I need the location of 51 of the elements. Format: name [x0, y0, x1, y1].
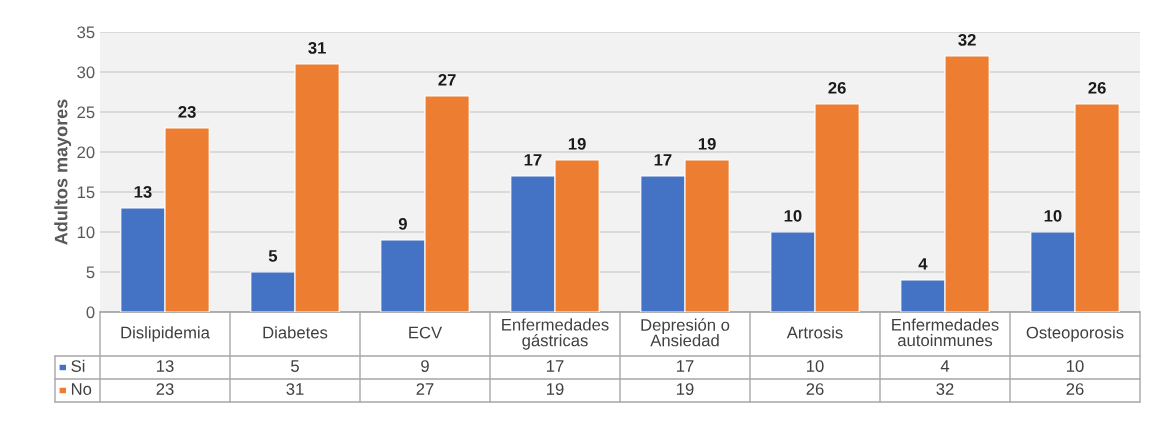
text: 26	[806, 383, 824, 395]
data-label: 17	[654, 154, 672, 166]
y-tick-label: 15	[77, 186, 95, 199]
y-tick-label: 5	[86, 266, 95, 279]
text: 10	[1067, 360, 1084, 372]
text: 31	[286, 383, 304, 395]
data-label: 13	[134, 185, 152, 198]
data-label: 26	[1088, 81, 1106, 94]
y-tick-label: 0	[86, 306, 95, 319]
text: 23	[156, 383, 174, 395]
data-label: 26	[828, 81, 846, 94]
data-label: 10	[784, 209, 802, 222]
data-label: 4	[918, 258, 928, 270]
x-tick-label: Depresión o Ansiedad	[641, 318, 730, 347]
x-tick-label: Diabetes	[263, 326, 328, 339]
y-tick-label: 35	[77, 26, 95, 39]
y-tick-label: 20	[77, 146, 95, 159]
data-label: 5	[268, 250, 278, 262]
data-label: 23	[178, 105, 196, 118]
text: 17	[677, 360, 694, 372]
x-tick-label: Enfermedades gástricas	[502, 318, 609, 350]
data-label: 19	[568, 137, 586, 150]
x-tick-label: Artrosis	[786, 326, 843, 339]
y-tick-label: 25	[77, 106, 95, 119]
text: 9	[421, 360, 429, 372]
text: 17	[547, 360, 564, 372]
text: 19	[677, 383, 694, 395]
text: 5	[291, 360, 299, 372]
text: 19	[547, 383, 564, 395]
y-tick-label: 10	[77, 226, 95, 239]
data-label: 27	[438, 73, 456, 86]
data-label: 17	[524, 154, 542, 166]
data-label: 31	[308, 41, 326, 54]
data-label: 19	[698, 137, 716, 150]
text: 13	[157, 360, 174, 372]
text: 26	[1066, 383, 1084, 395]
legend-label: Si	[71, 359, 85, 372]
x-tick-label: Dislipidemia	[121, 326, 210, 342]
data-label: 10	[1044, 209, 1062, 222]
data-label: 32	[958, 33, 976, 46]
text: 4	[940, 360, 950, 372]
data-label: 9	[398, 217, 407, 230]
x-tick-label: Osteoporosis	[1026, 326, 1124, 342]
text: 10	[807, 360, 824, 372]
y-tick-label: 30	[77, 66, 95, 79]
x-tick-label: Enfermedades autoinmunes	[892, 318, 999, 347]
x-tick-label: ECV	[409, 326, 443, 339]
text: 32	[936, 383, 954, 395]
legend-label: No	[71, 383, 92, 395]
text: 27	[416, 383, 434, 395]
y-axis-title: Adultos mayores	[54, 99, 72, 245]
